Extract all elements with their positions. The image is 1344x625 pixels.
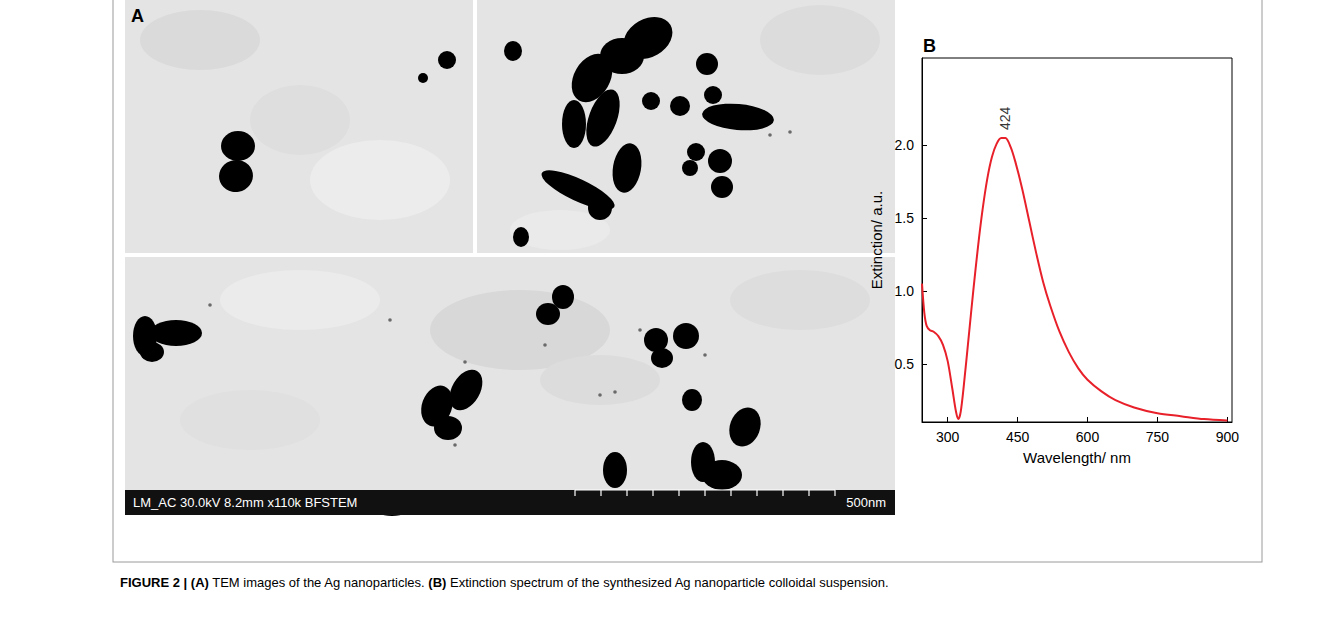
svg-text:LM_AC 30.0kV 8.2mm x110k BFSTE: LM_AC 30.0kV 8.2mm x110k BFSTEM [133,495,357,510]
svg-text:1.0: 1.0 [895,283,915,299]
svg-text:600: 600 [1076,429,1100,445]
svg-text:Extinction/ a.u.: Extinction/ a.u. [868,191,885,289]
svg-text:Wavelength/ nm: Wavelength/ nm [1023,449,1131,466]
svg-text:750: 750 [1146,429,1170,445]
svg-text:424: 424 [997,107,1013,131]
svg-text:450: 450 [1006,429,1030,445]
svg-text:B: B [923,36,936,56]
svg-text:1.5: 1.5 [895,210,915,226]
svg-text:500nm: 500nm [846,495,886,510]
svg-text:900: 900 [1216,429,1240,445]
svg-text:2.0: 2.0 [895,137,915,153]
svg-text:A: A [131,6,144,26]
svg-text:0.5: 0.5 [895,356,915,372]
html-text:FIGURE 2 | (A) TEM images of t: FIGURE 2 | (A) TEM images of the Ag nano… [120,575,889,590]
svg-text:300: 300 [936,429,960,445]
